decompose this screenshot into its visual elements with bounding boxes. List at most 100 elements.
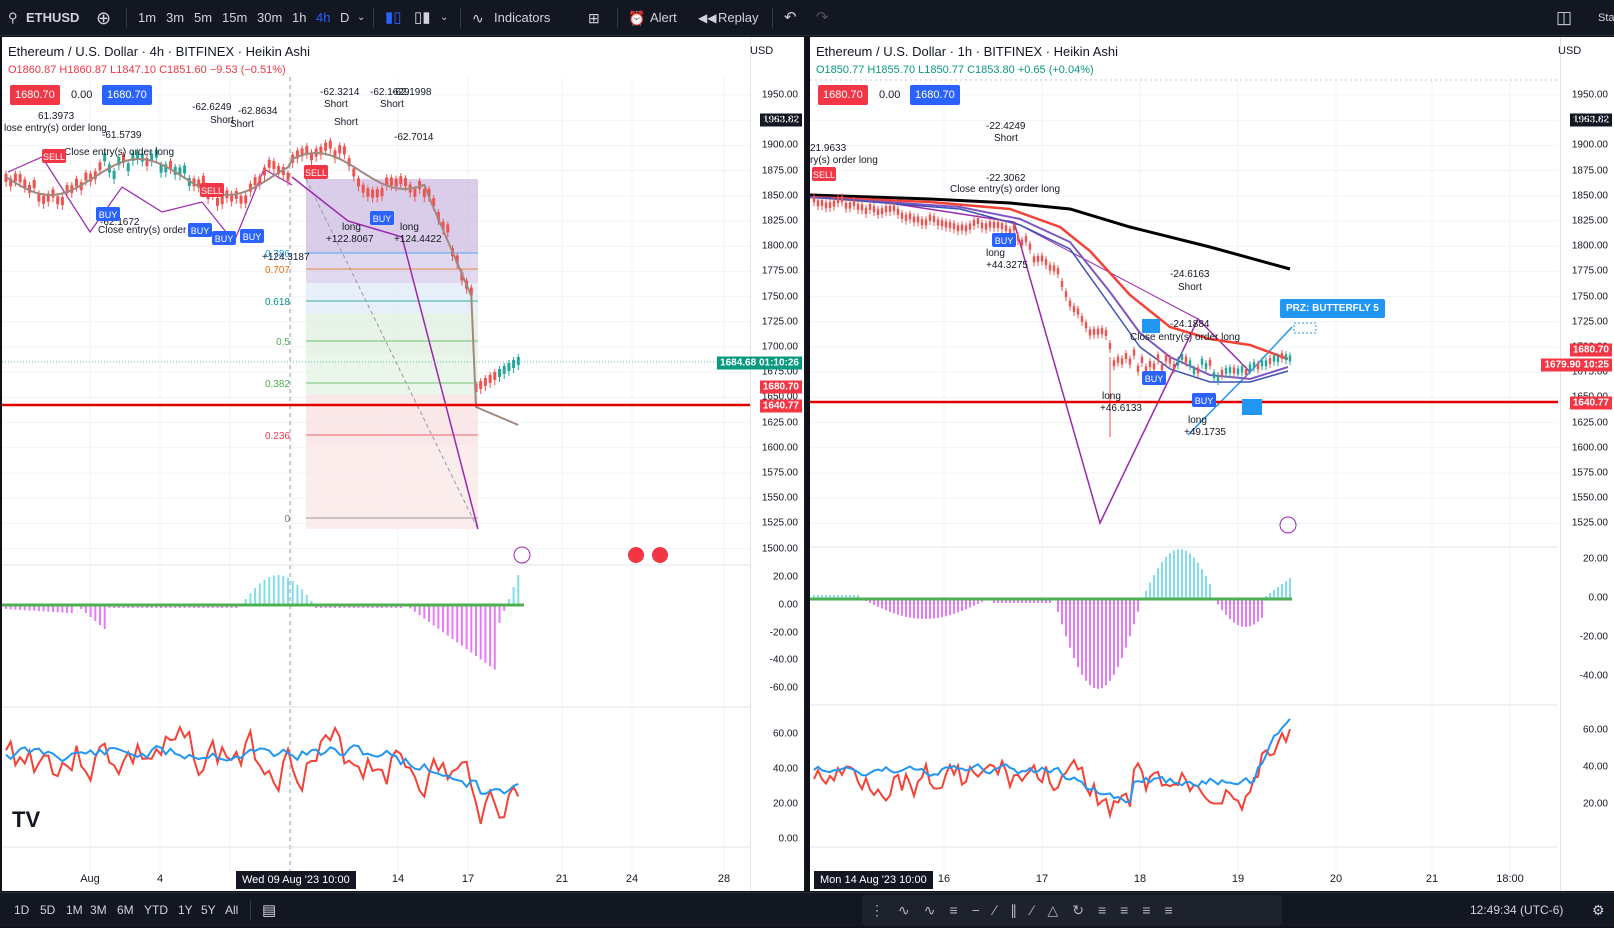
- left-macd-bar: [33, 605, 36, 611]
- interval-dropdown-icon[interactable]: ⌄: [357, 12, 366, 23]
- left-currency-select[interactable]: USD: [750, 45, 774, 57]
- left-macd-bar: [66, 605, 69, 613]
- left-trade-annotation: long: [342, 222, 361, 233]
- right-trade-annotation: long: [1188, 415, 1207, 426]
- settings-gear-icon[interactable]: ⚙: [1592, 902, 1605, 918]
- indicators-icon[interactable]: ∿: [472, 10, 484, 26]
- right-macd-bar: [885, 599, 887, 611]
- right-price-axis[interactable]: [1560, 37, 1614, 891]
- interval-1h[interactable]: 1h: [292, 10, 307, 25]
- right-candle-body: [888, 205, 892, 212]
- interval-30m[interactable]: 30m: [257, 10, 283, 25]
- alert-button[interactable]: Alert: [650, 10, 677, 25]
- replay-icon[interactable]: ◀◀: [698, 11, 717, 25]
- range-1m[interactable]: 1M: [66, 903, 83, 917]
- panel-toggle-icon[interactable]: ◫: [1556, 8, 1573, 27]
- chart-type-dropdown-icon[interactable]: ⌄: [440, 12, 449, 23]
- left-buy-price-box[interactable]: 1680.70: [102, 85, 152, 105]
- left-candle-body: [112, 170, 116, 179]
- left-macd-bar: [432, 605, 435, 626]
- left-macd-bar: [263, 579, 266, 605]
- range-5y[interactable]: 5Y: [201, 903, 216, 917]
- drawing-tool-icons[interactable]: ⋮∿∿≡−∕∥∕△↻≡≡≡≡: [870, 902, 1187, 918]
- range-all[interactable]: All: [225, 903, 239, 917]
- right-candle-body: [916, 216, 920, 223]
- right-candle-body: [1008, 228, 1012, 235]
- layout-grid-icon[interactable]: ⊞: [588, 10, 600, 26]
- left-sell-price-box[interactable]: 1680.70: [10, 85, 60, 105]
- left-fib-label: 0: [284, 514, 290, 525]
- right-currency-select[interactable]: USD: [1558, 45, 1582, 57]
- left-macd-bar: [475, 605, 477, 656]
- left-candle-body: [319, 146, 323, 155]
- left-price-tick: 1775.00: [761, 265, 798, 277]
- clock-timezone[interactable]: 12:49:34 (UTC-6): [1470, 903, 1564, 917]
- left-macd-bar: [517, 575, 520, 605]
- candle-type-icon[interactable]: ▮▯: [385, 9, 402, 26]
- search-icon[interactable]: ⚲: [8, 10, 18, 25]
- left-macd-bar: [503, 605, 506, 611]
- range-3m[interactable]: 3M: [90, 903, 107, 917]
- right-sell-price-box[interactable]: 1680.70: [818, 85, 868, 105]
- undo-icon[interactable]: ↶: [784, 9, 797, 26]
- range-ytd[interactable]: YTD: [144, 903, 168, 917]
- left-candle-body: [272, 161, 276, 170]
- right-time-label: 17: [1035, 873, 1049, 885]
- left-chart-pane[interactable]: 0.786 0.707 0.618 0.5 0.382 0.236 0 61.3973 lose…: [2, 37, 806, 891]
- right-macd-bar: [961, 599, 963, 611]
- symbol-search[interactable]: ETHUSD: [26, 10, 80, 25]
- left-trade-annotation: -62.6249: [192, 102, 232, 113]
- left-trade-annotation: -61.5739: [102, 130, 142, 141]
- right-macd-bar: [1085, 599, 1087, 681]
- right-macd-bar: [1021, 599, 1023, 603]
- left-price-tick: 1950.00: [761, 89, 798, 101]
- bar-style-icon[interactable]: ▯▮: [414, 9, 431, 26]
- left-macd-bar: [465, 605, 468, 650]
- interval-1m[interactable]: 1m: [138, 10, 157, 25]
- left-candle-body: [483, 378, 487, 386]
- add-symbol-icon[interactable]: ⊕: [96, 8, 112, 28]
- left-price-tick: 1725.00: [761, 316, 798, 328]
- left-candle-body: [248, 183, 252, 192]
- replay-button[interactable]: Replay: [718, 10, 759, 25]
- left-rsi-slow: [5, 744, 519, 795]
- range-5d[interactable]: 5D: [40, 903, 56, 917]
- right-macd-bar: [1257, 599, 1259, 622]
- left-price-tick: 1875.00: [761, 165, 798, 177]
- right-candle-body: [852, 200, 856, 207]
- redo-icon[interactable]: ↷: [816, 9, 829, 26]
- right-crosshair-time-label: Mon 14 Aug '23 10:00: [814, 871, 933, 889]
- interval-4h[interactable]: 4h: [316, 10, 331, 25]
- alarm-icon[interactable]: ⏰: [628, 10, 646, 26]
- right-macd-bar: [1185, 550, 1187, 599]
- indicators-button[interactable]: Indicators: [494, 10, 551, 25]
- range-6m[interactable]: 6M: [117, 903, 134, 917]
- right-macd-bar: [1069, 599, 1071, 648]
- left-candle-body: [258, 176, 262, 185]
- left-fib-label: 0.786: [265, 249, 290, 260]
- date-range-calendar-icon[interactable]: ▤: [262, 902, 277, 919]
- right-candle-body: [1076, 308, 1080, 315]
- range-1d[interactable]: 1D: [14, 903, 30, 917]
- range-1y[interactable]: 1Y: [178, 903, 193, 917]
- left-macd-bar: [507, 599, 510, 605]
- right-price-label: 1640.77: [1569, 396, 1612, 410]
- left-candle-body: [18, 174, 22, 183]
- left-trade-annotation: +124.3187: [262, 252, 310, 263]
- interval-15m[interactable]: 15m: [222, 10, 248, 25]
- right-buy-price-box[interactable]: 1680.70: [910, 85, 960, 105]
- left-macd-bar: [460, 605, 463, 646]
- right-macd-bar: [1153, 575, 1155, 599]
- left-macd-bar: [5, 605, 7, 609]
- interval-5m[interactable]: 5m: [194, 10, 213, 25]
- interval-3m[interactable]: 3m: [166, 10, 185, 25]
- header-right-label[interactable]: Sta: [1598, 12, 1614, 24]
- left-chart-canvas[interactable]: 0.786 0.707 0.618 0.5 0.382 0.236 0 61.3973lose…: [2, 37, 806, 891]
- right-chart-pane[interactable]: -22.4249 Short 21.9633 ry(s) order long -22.…: [810, 37, 1614, 891]
- left-candle-body: [404, 178, 407, 187]
- interval-d[interactable]: D: [340, 10, 350, 25]
- left-macd-bar: [268, 577, 271, 605]
- left-price-axis[interactable]: [750, 37, 804, 891]
- right-macd-bar: [921, 599, 923, 619]
